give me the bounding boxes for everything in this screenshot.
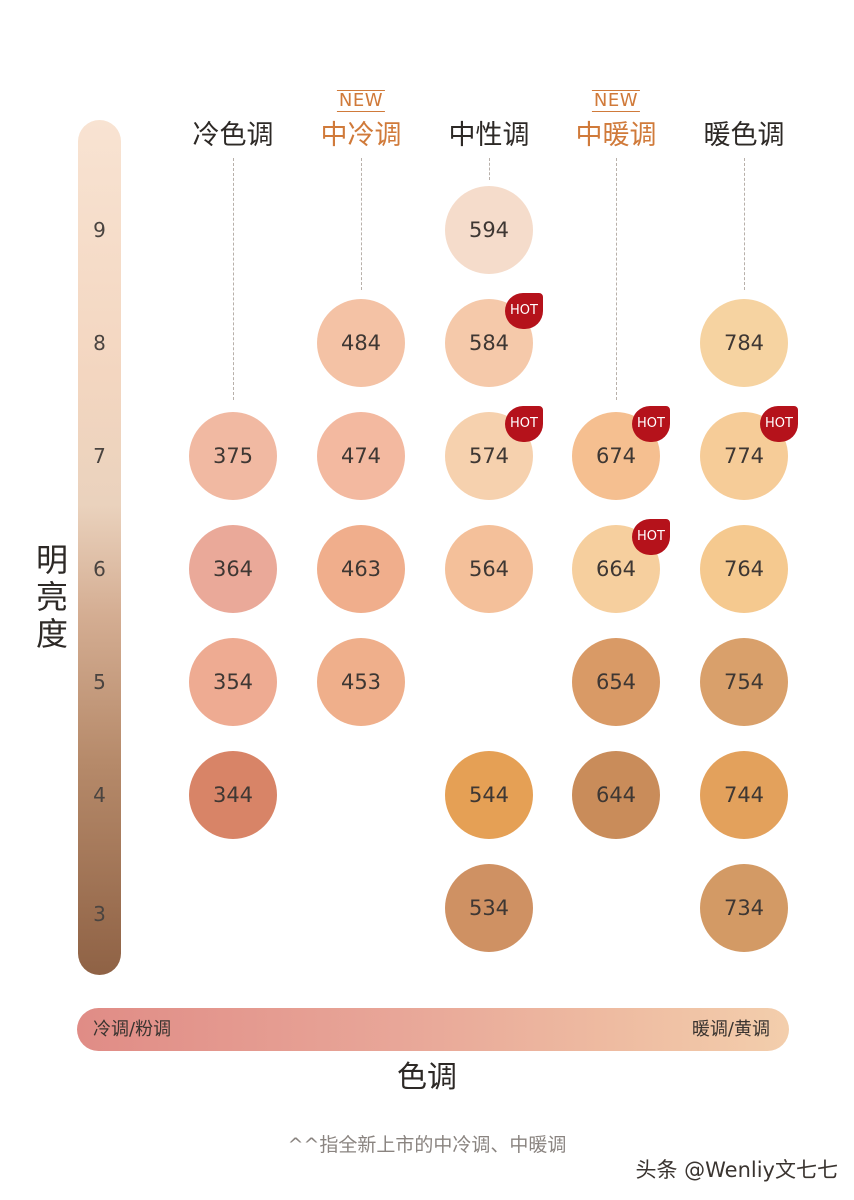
column-header-4: 暖色调 xyxy=(703,120,785,151)
shade-swatch-344: 344 xyxy=(189,751,277,839)
shade-number: 474 xyxy=(340,444,382,468)
hot-badge: HOT xyxy=(632,406,670,442)
shade-swatch-654: 654 xyxy=(572,638,660,726)
shade-swatch-764: 764 xyxy=(700,525,788,613)
brightness-axis-label: 明亮度 xyxy=(35,541,68,653)
shade-swatch-534: 534 xyxy=(445,864,533,952)
column-header-1: 中冷调 xyxy=(320,120,402,151)
column-guide-line xyxy=(233,158,234,400)
shade-number: 764 xyxy=(723,557,765,581)
footnote: ^^指全新上市的中冷调、中暖调 xyxy=(287,1134,567,1156)
shade-swatch-644: 644 xyxy=(572,751,660,839)
brightness-level-7: 7 xyxy=(93,444,106,468)
watermark: 头条 @Wenliy文七七 xyxy=(635,1158,838,1182)
shade-number: 344 xyxy=(212,783,254,807)
brightness-level-5: 5 xyxy=(93,670,106,694)
shade-swatch-564: 564 xyxy=(445,525,533,613)
shade-swatch-744: 744 xyxy=(700,751,788,839)
shade-swatch-544: 544 xyxy=(445,751,533,839)
shade-number: 584 xyxy=(468,331,510,355)
brightness-level-6: 6 xyxy=(93,557,106,581)
shade-number: 774 xyxy=(723,444,765,468)
column-guide-line xyxy=(616,158,617,400)
shade-number: 354 xyxy=(212,670,254,694)
shade-swatch-463: 463 xyxy=(317,525,405,613)
shade-number: 744 xyxy=(723,783,765,807)
new-tag: NEW xyxy=(591,90,641,112)
shade-swatch-674: 674 HOT xyxy=(572,406,670,500)
shade-swatch-574: 574 HOT xyxy=(445,406,543,500)
hot-badge: HOT xyxy=(760,406,798,442)
shade-swatch-453: 453 xyxy=(317,638,405,726)
shade-number: 453 xyxy=(340,670,382,694)
column-header-0: 冷色调 xyxy=(192,120,274,151)
shade-swatch-734: 734 xyxy=(700,864,788,952)
shade-swatch-774: 774 HOT xyxy=(700,406,798,500)
shade-swatch-594: 594 xyxy=(445,186,533,274)
brightness-level-9: 9 xyxy=(93,218,106,242)
tone-axis-label: 色调 xyxy=(397,1060,457,1095)
shade-number: 784 xyxy=(723,331,765,355)
shade-swatch-754: 754 xyxy=(700,638,788,726)
shade-number: 674 xyxy=(595,444,637,468)
shade-swatch-664: 664 HOT xyxy=(572,519,670,613)
hot-badge: HOT xyxy=(505,293,543,329)
column-guide-line xyxy=(744,158,745,290)
tone-warm-label: 暖调/黄调 xyxy=(691,1019,770,1040)
shade-number: 364 xyxy=(212,557,254,581)
column-guide-line xyxy=(489,158,490,180)
brightness-level-4: 4 xyxy=(93,783,106,807)
hot-badge: HOT xyxy=(505,406,543,442)
shade-number: 534 xyxy=(468,896,510,920)
shade-number: 594 xyxy=(468,218,510,242)
shade-number: 375 xyxy=(212,444,254,468)
shade-number: 664 xyxy=(595,557,637,581)
hot-badge: HOT xyxy=(632,519,670,555)
shade-number: 654 xyxy=(595,670,637,694)
shade-number: 734 xyxy=(723,896,765,920)
tone-gradient-bar xyxy=(77,1008,789,1051)
shade-number: 754 xyxy=(723,670,765,694)
brightness-gradient-bar xyxy=(78,120,121,975)
brightness-level-8: 8 xyxy=(93,331,106,355)
shade-number: 484 xyxy=(340,331,382,355)
column-header-2: 中性调 xyxy=(448,120,530,151)
column-header-3: 中暖调 xyxy=(575,120,657,151)
shade-swatch-354: 354 xyxy=(189,638,277,726)
shade-number: 574 xyxy=(468,444,510,468)
shade-number: 644 xyxy=(595,783,637,807)
brightness-level-3: 3 xyxy=(93,902,106,926)
shade-number: 564 xyxy=(468,557,510,581)
shade-swatch-484: 484 xyxy=(317,299,405,387)
shade-swatch-364: 364 xyxy=(189,525,277,613)
shade-swatch-375: 375 xyxy=(189,412,277,500)
new-tag: NEW xyxy=(336,90,386,112)
tone-cool-label: 冷调/粉调 xyxy=(93,1019,172,1040)
shade-swatch-784: 784 xyxy=(700,299,788,387)
shade-swatch-474: 474 xyxy=(317,412,405,500)
column-guide-line xyxy=(361,158,362,290)
shade-swatch-584: 584 HOT xyxy=(445,293,543,387)
shade-number: 463 xyxy=(340,557,382,581)
shade-number: 544 xyxy=(468,783,510,807)
